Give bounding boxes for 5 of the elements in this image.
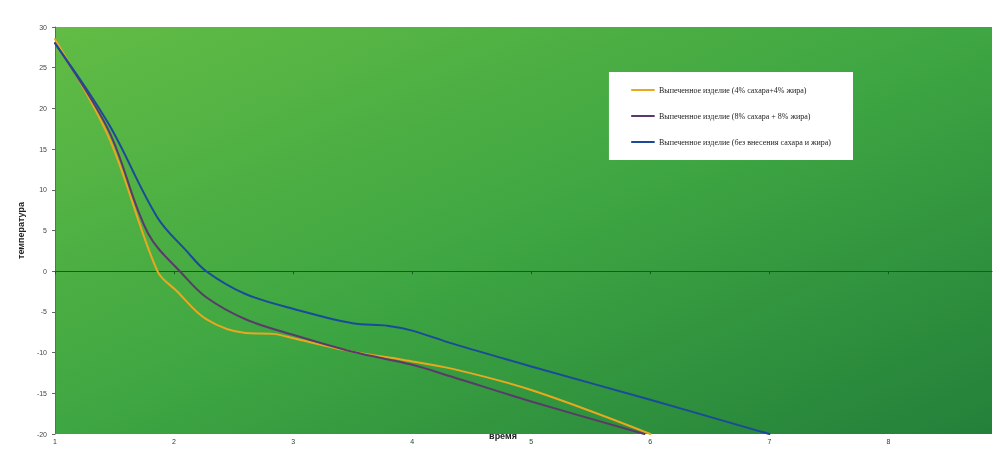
y-axis-title: температура	[15, 201, 26, 259]
x-axis-title: время	[489, 430, 517, 441]
legend-label: Выпеченное изделие (8% сахара + 8% жира)	[658, 111, 811, 121]
legend-label: Выпеченное изделие (без внесения сахара и жира)	[658, 137, 832, 147]
legend-label: Выпеченное изделие (4% сахара+4% жира)	[658, 85, 807, 95]
